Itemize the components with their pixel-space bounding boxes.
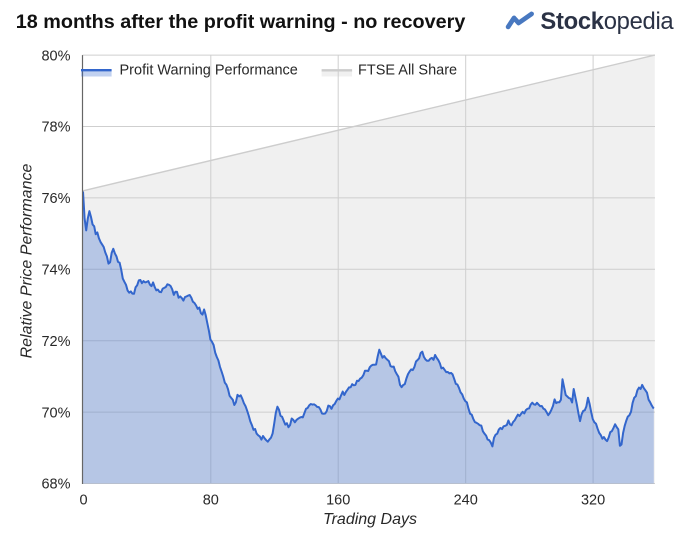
svg-text:0: 0 bbox=[79, 493, 87, 509]
svg-text:FTSE All Share: FTSE All Share bbox=[358, 63, 457, 79]
svg-text:320: 320 bbox=[581, 493, 605, 509]
svg-text:72%: 72% bbox=[41, 334, 70, 350]
svg-text:70%: 70% bbox=[41, 405, 70, 421]
svg-text:74%: 74% bbox=[41, 263, 70, 279]
svg-text:78%: 78% bbox=[41, 120, 70, 136]
svg-text:Relative Price Performance: Relative Price Performance bbox=[19, 164, 36, 359]
svg-text:80: 80 bbox=[203, 493, 219, 509]
svg-text:76%: 76% bbox=[41, 191, 70, 207]
svg-text:Stockopedia: Stockopedia bbox=[540, 8, 674, 35]
svg-text:Profit Warning Performance: Profit Warning Performance bbox=[120, 63, 298, 79]
svg-text:240: 240 bbox=[454, 493, 478, 509]
svg-text:68%: 68% bbox=[41, 477, 70, 493]
svg-text:Trading Days: Trading Days bbox=[323, 511, 417, 528]
svg-text:160: 160 bbox=[326, 493, 350, 509]
svg-text:18 months after the profit war: 18 months after the profit warning - no … bbox=[16, 11, 466, 33]
svg-text:80%: 80% bbox=[41, 48, 70, 64]
